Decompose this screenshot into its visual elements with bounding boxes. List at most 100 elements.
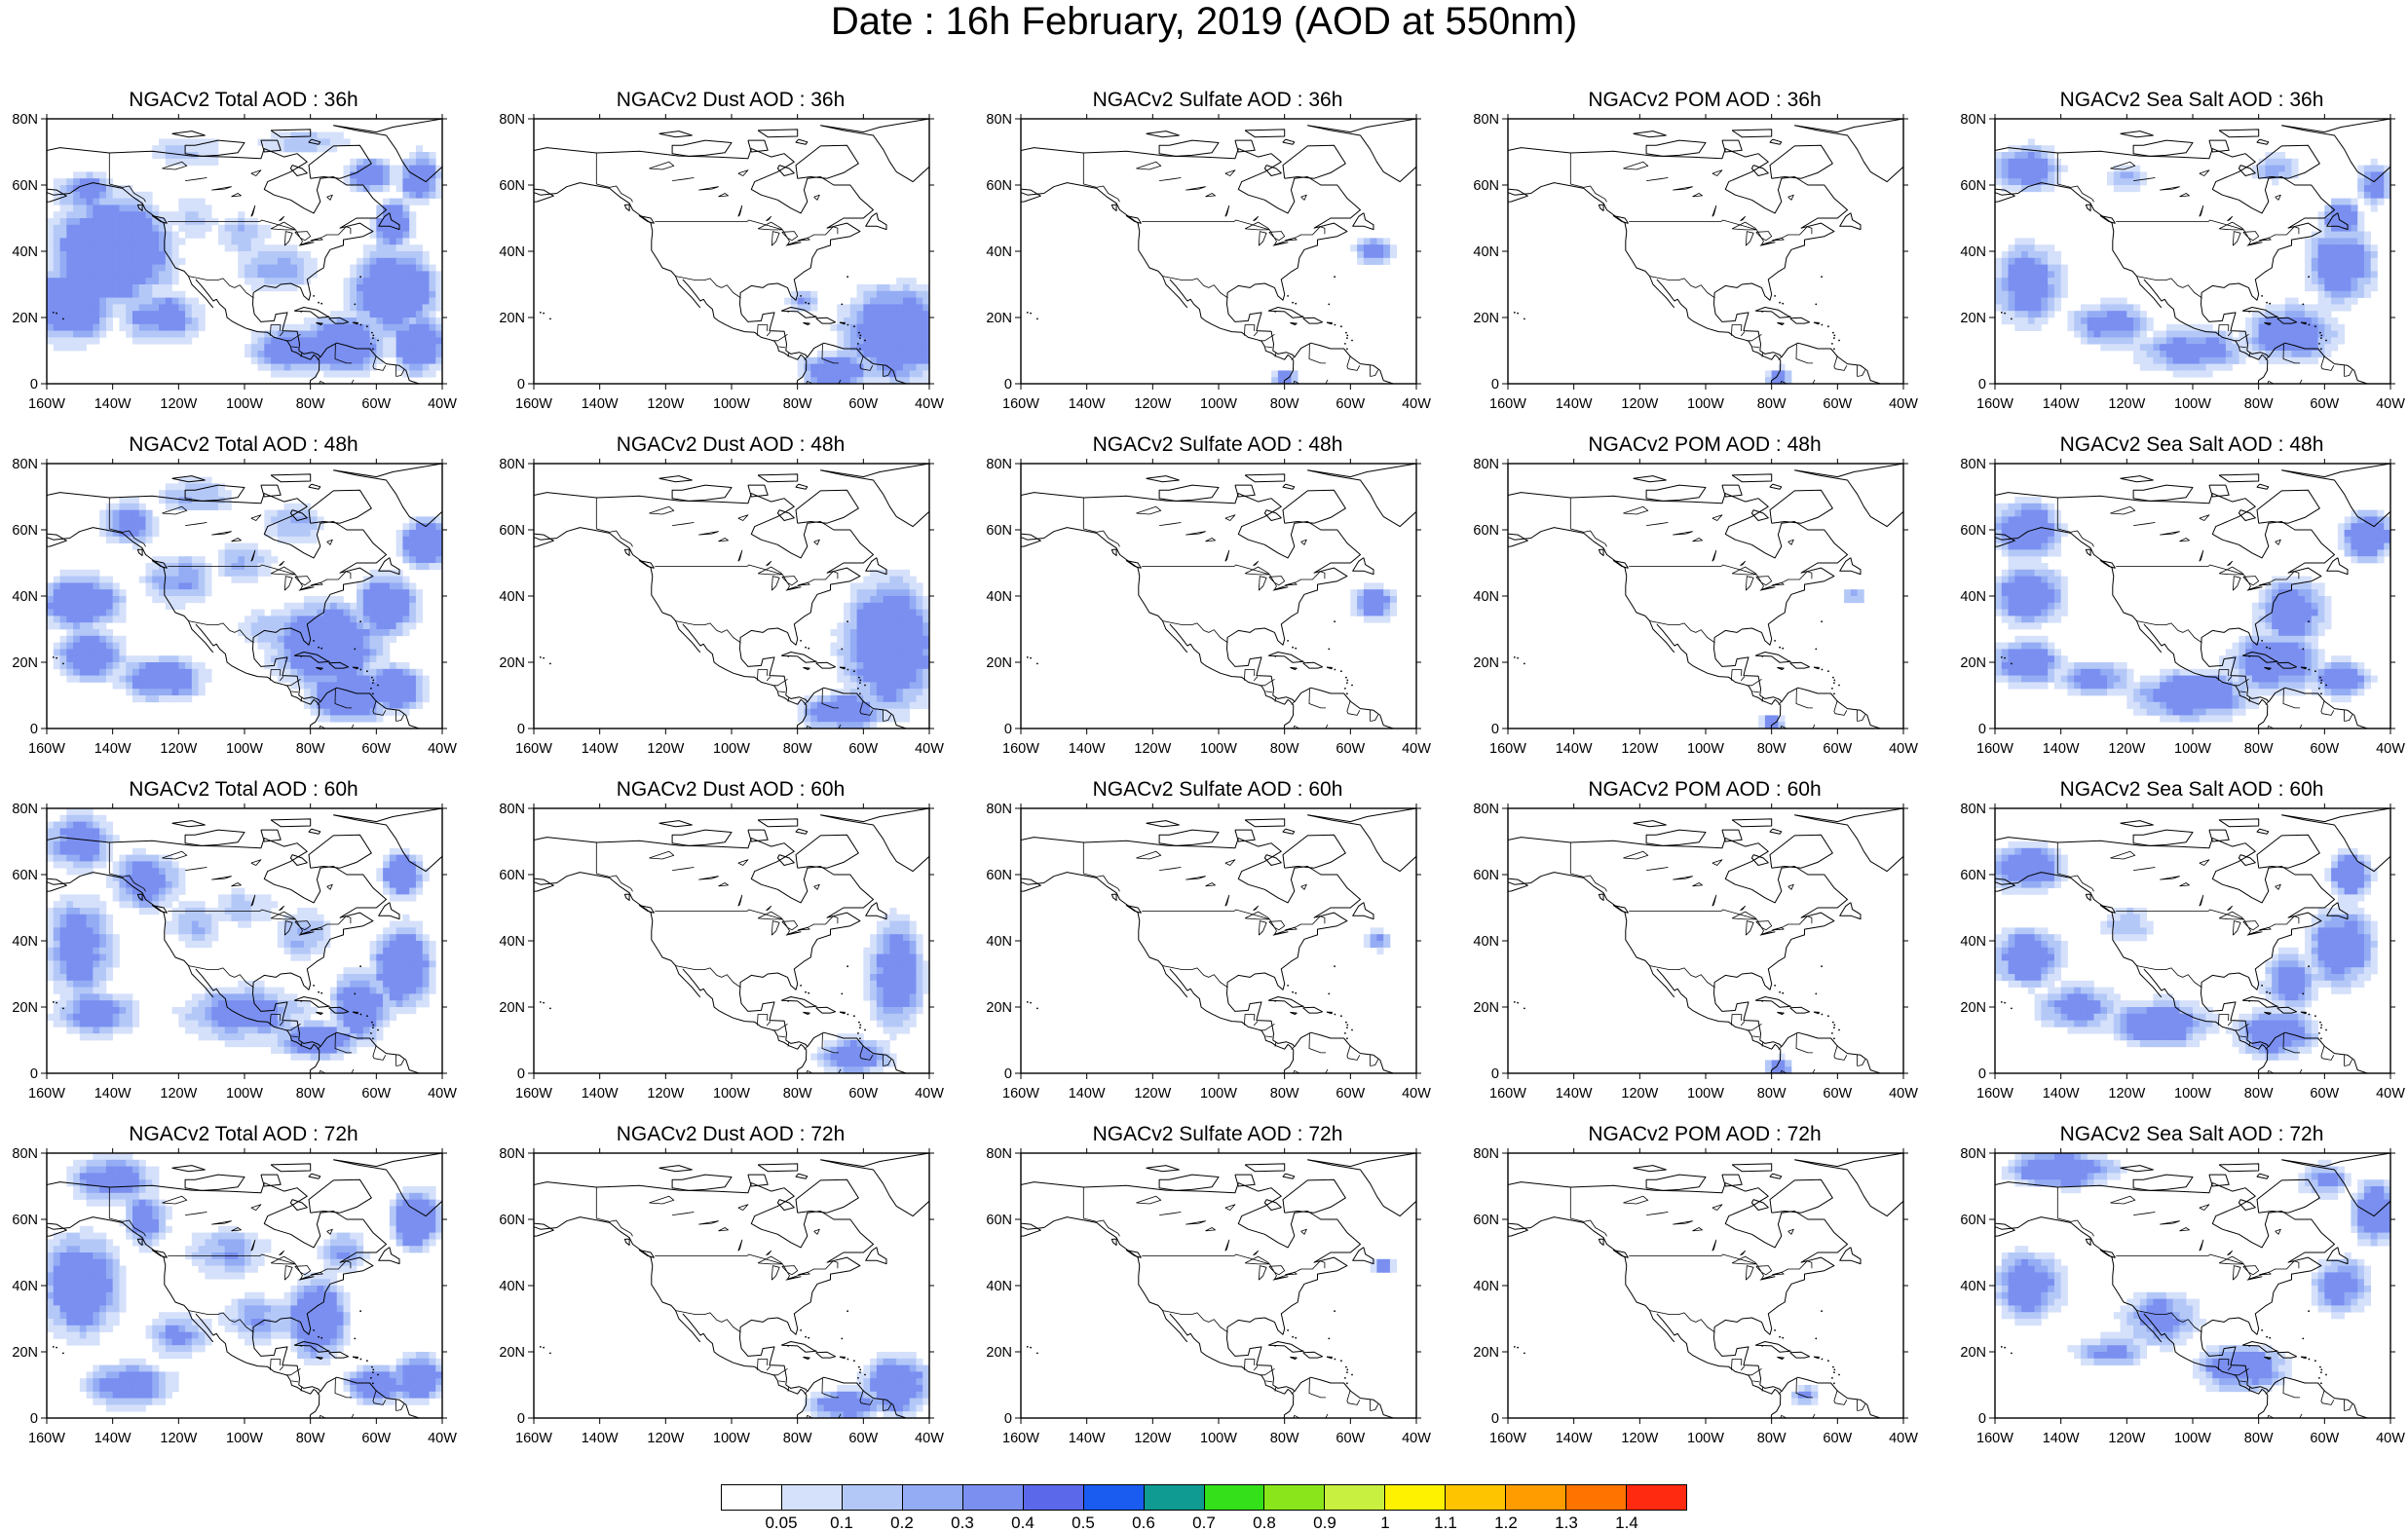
map-frame [1508,119,1903,384]
country-border [767,1022,771,1026]
coastline [1794,119,1903,132]
y-tick-label: 80N [986,457,1012,472]
x-tick-label: 160W [1002,396,1039,412]
coastline [1147,821,1180,827]
island [1514,1001,1516,1003]
island [2011,1008,2013,1010]
island [1346,1369,1348,1371]
lake-outline [1788,540,1794,544]
island [1761,655,1763,657]
coastline [1814,322,1819,324]
island [787,1000,789,1002]
coastline [1170,1314,1294,1395]
x-tick-label: 140W [1556,396,1593,412]
island [1346,337,1348,339]
x-tick-label: 40W [428,396,457,412]
lake-outline [2233,232,2240,246]
island [1774,640,1776,642]
y-tick-label: 0 [517,1411,525,1427]
island [1344,1032,1346,1034]
island [1027,1346,1029,1348]
country-border [1254,1366,1258,1370]
x-tick-label: 160W [28,1431,65,1446]
coastline [748,830,768,841]
island [1030,313,1032,315]
y-tick-label: 60N [12,178,38,194]
colorbar-label: 1.3 [1555,1514,1578,1531]
lake-outline [798,238,809,240]
coastline [796,835,858,868]
lake-outline [327,884,333,889]
x-tick-label: 160W [1489,741,1526,757]
country-border [1254,1022,1258,1026]
map-outlines [988,799,1416,1088]
country-border [1752,1381,1759,1382]
coastline [672,140,732,156]
x-tick-label: 120W [647,741,684,757]
lake-outline [1301,884,1307,889]
lake-outline [2110,1196,2134,1204]
y-tick-label: 80N [499,457,525,472]
lake-outline [1185,1221,1205,1224]
island [2318,343,2320,345]
lake-outline [2259,927,2271,929]
x-tick-label: 140W [1069,1431,1106,1446]
panel-title: NGACv2 Sulfate AOD : 60h [974,777,1461,803]
island [1295,648,1297,650]
island [1815,1338,1817,1340]
y-tick-label: 80N [1473,112,1499,128]
lake-outline [1741,1251,1746,1254]
island [859,680,861,682]
country-border [757,1015,768,1026]
coastline [2209,485,2229,497]
aod-field [798,570,930,729]
coastline [624,1239,629,1245]
lake-outline [1746,232,1753,246]
island [2266,991,2268,993]
island [1779,647,1781,649]
x-tick-label: 160W [1489,1086,1526,1102]
panel-title: NGACv2 Total AOD : 48h [0,432,487,458]
coastline [1657,280,1781,360]
island [359,620,361,622]
y-tick-label: 40N [499,934,525,950]
country-border [1371,1404,1378,1411]
country-border [1741,1022,1745,1026]
country-border [317,1070,325,1080]
lake-outline [1788,1229,1794,1234]
x-tick-label: 80W [1757,396,1787,412]
island [366,670,368,672]
coastline [1283,490,1345,523]
island [1514,656,1516,658]
x-tick-label: 40W [2376,741,2405,757]
x-tick-label: 120W [1621,1431,1658,1446]
coastline [1283,835,1345,868]
coastline [2257,1421,2378,1428]
colorbar-swatch [1205,1485,1265,1510]
coastline [1657,624,1781,705]
island [1030,657,1032,659]
coastline [995,166,1187,308]
coastline [820,119,929,132]
lake-outline [2133,1213,2155,1215]
country-border [767,1366,771,1370]
island [372,1037,374,1039]
lake-outline [1225,550,1229,561]
y-tick-label: 80N [12,1146,38,1162]
island [1274,1000,1276,1002]
coastline [1307,119,1416,132]
x-tick-label: 40W [915,1431,944,1446]
lake-outline [251,860,261,866]
x-tick-label: 80W [2244,396,2274,412]
lake-outline [1254,1251,1259,1254]
island [372,1025,374,1027]
x-tick-label: 140W [1069,741,1106,757]
coastline [2257,829,2269,834]
coastline [2257,484,2269,489]
x-tick-label: 40W [2376,396,2405,412]
y-tick-label: 0 [1004,377,1012,392]
y-tick-label: 20N [1473,655,1499,671]
